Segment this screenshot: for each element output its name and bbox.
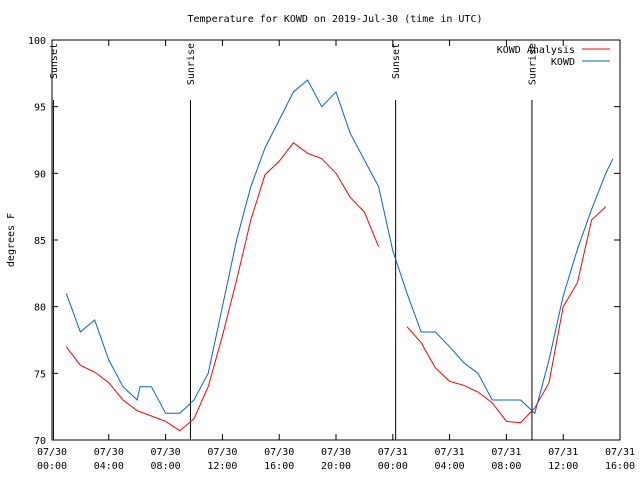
series-lines: [65, 79, 614, 432]
x-tick-label-time: 16:00: [264, 461, 294, 472]
x-tick-label-date: 07/30: [94, 447, 124, 458]
chart-title: Temperature for KOWD on 2019-Jul-30 (tim…: [187, 14, 482, 25]
x-tick-label-time: 00:00: [37, 461, 67, 472]
x-tick-label-date: 07/31: [435, 447, 465, 458]
x-tick-label-date: 07/31: [605, 447, 635, 458]
event-label: Sunrise: [527, 43, 538, 85]
x-tick-label-date: 07/31: [491, 447, 521, 458]
y-tick-label: 85: [34, 236, 46, 247]
x-tick-label-date: 07/30: [207, 447, 237, 458]
series-line: [65, 142, 380, 432]
x-tick-label-time: 20:00: [321, 461, 351, 472]
x-tick-label-time: 12:00: [548, 461, 578, 472]
x-tick-label-date: 07/30: [37, 447, 67, 458]
y-tick-label: 80: [34, 303, 46, 314]
y-tick-label: 75: [34, 369, 46, 380]
legend-label: KOWD: [551, 57, 575, 68]
x-tick-label-date: 07/31: [378, 447, 408, 458]
y-axis-label: degrees F: [6, 213, 17, 267]
legend-label: KOWD Analysis: [497, 45, 575, 56]
axis-ticks: 70 75 80 85 90 95 100 07/30 00:00 07/30 04:00 07/30…: [28, 36, 635, 472]
x-tick-label-time: 08:00: [491, 461, 521, 472]
x-tick-label-time: 04:00: [94, 461, 124, 472]
x-tick-label-time: 12:00: [207, 461, 237, 472]
x-tick-label-time: 08:00: [151, 461, 181, 472]
x-tick-label-date: 07/30: [151, 447, 181, 458]
series-line: [406, 206, 607, 424]
x-tick-label-time: 16:00: [605, 461, 635, 472]
y-tick-label: 90: [34, 169, 46, 180]
x-tick-label-time: 00:00: [378, 461, 408, 472]
plot-frame: [51, 39, 621, 441]
x-tick-label-date: 07/31: [548, 447, 578, 458]
event-label: Sunset: [391, 43, 402, 79]
series-line: [65, 79, 614, 415]
y-tick-label: 100: [28, 36, 46, 47]
event-label: Sunrise: [186, 43, 197, 85]
sun-events: Sunset Sunrise Sunset Sunrise: [49, 43, 538, 440]
x-tick-label-time: 04:00: [435, 461, 465, 472]
x-tick-label-date: 07/30: [264, 447, 294, 458]
y-tick-label: 95: [34, 103, 46, 114]
x-tick-label-date: 07/30: [321, 447, 351, 458]
event-label: Sunset: [49, 43, 60, 79]
y-tick-label: 70: [34, 436, 46, 447]
